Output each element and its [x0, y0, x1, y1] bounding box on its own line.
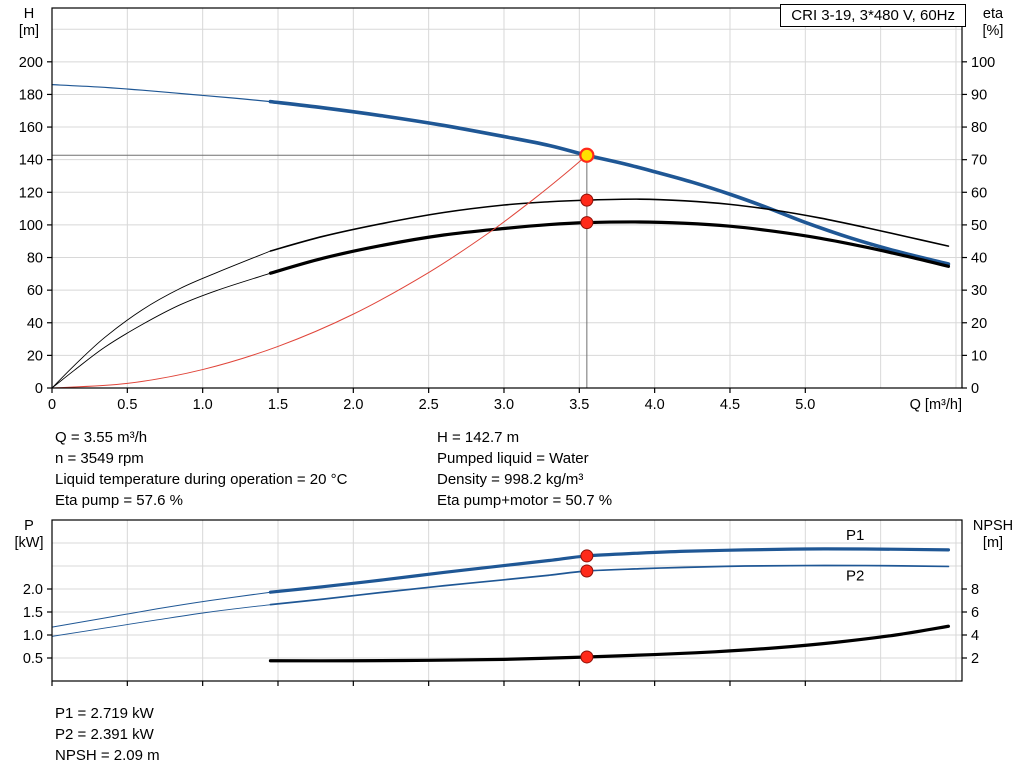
x-tick-label: 4.5: [720, 397, 740, 413]
y-left-tick-label: 60: [27, 283, 43, 299]
x-tick-label: 2.0: [343, 397, 363, 413]
y-left-tick-label: 180: [19, 87, 43, 103]
marker-duty-point: [579, 147, 595, 163]
series-head-curve: [268, 99, 951, 266]
plot-frame: [51, 519, 963, 682]
x-tick-label: 0.5: [117, 397, 137, 413]
y-right-tick-label: 80: [971, 120, 987, 136]
y-left-tick-label: 20: [27, 348, 43, 364]
series-p1-lead: [51, 591, 271, 628]
y-right-tick-label: 30: [971, 283, 987, 299]
y-left-axis-label: [kW]: [15, 535, 44, 551]
x-tick-label: 1.0: [193, 397, 213, 413]
y-right-tick-label: 60: [971, 185, 987, 201]
info-density: Density = 998.2 kg/m³: [437, 471, 584, 488]
y-right-axis-label: [m]: [983, 535, 1003, 551]
x-tick-label: 5.0: [795, 397, 815, 413]
info-p2: P2 = 2.391 kW: [55, 726, 154, 743]
y-right-tick-label: 4: [971, 628, 979, 644]
y-right-tick-label: 2: [971, 651, 979, 667]
series-eta-pump-motor: [268, 220, 951, 275]
x-tick-label: 3.0: [494, 397, 514, 413]
x-axis-label: Q [m³/h]: [910, 397, 962, 413]
y-right-tick-label: 90: [971, 87, 987, 103]
y-left-tick-label: 200: [19, 55, 43, 71]
plot-frame: [51, 7, 963, 389]
y-left-tick-label: 80: [27, 251, 43, 267]
operating-data-left: Q = 3.55 m³/h n = 3549 rpm Liquid temper…: [55, 427, 347, 511]
x-tick-label: 2.5: [419, 397, 439, 413]
x-tick-label: 0: [48, 397, 56, 413]
series-eta-pump-lead: [51, 250, 271, 389]
y-left-tick-label: 0: [35, 381, 43, 397]
y-left-tick-label: 100: [19, 218, 43, 234]
series-eta-pump: [269, 198, 950, 252]
info-eta-pump: Eta pump = 57.6 %: [55, 492, 183, 509]
series-head-curve-lead: [51, 84, 272, 103]
y-right-axis-label: eta: [983, 6, 1004, 22]
y-right-tick-label: 10: [971, 348, 987, 364]
marker-p2-point: [580, 564, 594, 578]
info-eta-pump-motor: Eta pump+motor = 50.7 %: [437, 492, 613, 509]
y-left-tick-label: 160: [19, 120, 43, 136]
y-right-tick-label: 50: [971, 218, 987, 234]
info-pumped-liquid: Pumped liquid = Water: [437, 450, 589, 467]
pump-title-box: CRI 3-19, 3*480 V, 60Hz: [780, 4, 966, 27]
qh-eta-chart: 0 0.5 1.0 1.5 2.0 2.5 3.0 3.5 4.0 4.5 5.0 0 20 40 60 80…: [19, 6, 1004, 413]
operating-data-right: H = 142.7 m Pumped liquid = Water Densit…: [437, 427, 612, 511]
info-q: Q = 3.55 m³/h: [55, 429, 148, 446]
power-npsh-chart: 0.5 1.0 1.5 2.0 2 4 6 8 P[kW] NPSH[m] P1 P2: [15, 518, 1013, 686]
series-npsh: [268, 624, 951, 663]
y-right-axis-label: NPSH: [973, 518, 1013, 534]
x-tick-label: 1.5: [268, 397, 288, 413]
y-left-axis-label: [m]: [19, 23, 39, 39]
info-speed: n = 3549 rpm: [55, 450, 144, 467]
y-right-axis-label: [%]: [983, 23, 1004, 39]
y-right-tick-label: 0: [971, 381, 979, 397]
info-h: H = 142.7 m: [437, 429, 520, 446]
curve-label-P1: P1: [846, 527, 864, 544]
series-system-curve: [51, 154, 588, 389]
marker-eta-pump-point: [580, 193, 594, 207]
curve-label-P2: P2: [846, 567, 864, 584]
y-left-axis-label: P: [24, 518, 34, 534]
y-left-tick-label: 140: [19, 153, 43, 169]
y-left-tick-label: 40: [27, 316, 43, 332]
y-left-tick-label: 2.0: [23, 582, 43, 598]
pump-title: CRI 3-19, 3*480 V, 60Hz: [791, 7, 955, 24]
y-left-tick-label: 1.5: [23, 605, 43, 621]
series-p2-lead: [51, 604, 271, 637]
power-data: P1 = 2.719 kW P2 = 2.391 kW NPSH = 2.09 …: [55, 703, 160, 766]
y-right-tick-label: 6: [971, 605, 979, 621]
y-left-tick-label: 120: [19, 185, 43, 201]
y-left-axis-label: H: [24, 6, 34, 22]
y-right-tick-label: 8: [971, 582, 979, 598]
info-p1: P1 = 2.719 kW: [55, 705, 154, 722]
y-left-tick-label: 0.5: [23, 651, 43, 667]
info-npsh: NPSH = 2.09 m: [55, 747, 160, 764]
x-tick-label: 3.5: [569, 397, 589, 413]
info-liquid-temperature: Liquid temperature during operation = 20…: [55, 471, 348, 488]
marker-npsh-point: [580, 650, 594, 664]
marker-p1-point: [580, 549, 594, 563]
y-right-tick-label: 40: [971, 251, 987, 267]
y-right-tick-label: 70: [971, 153, 987, 169]
series-eta-pump-motor-lead: [51, 272, 271, 389]
x-tick-label: 4.0: [645, 397, 665, 413]
y-left-tick-label: 1.0: [23, 628, 43, 644]
y-right-tick-label: 100: [971, 55, 995, 71]
marker-eta-pump-motor-point: [580, 216, 594, 230]
y-right-tick-label: 20: [971, 316, 987, 332]
